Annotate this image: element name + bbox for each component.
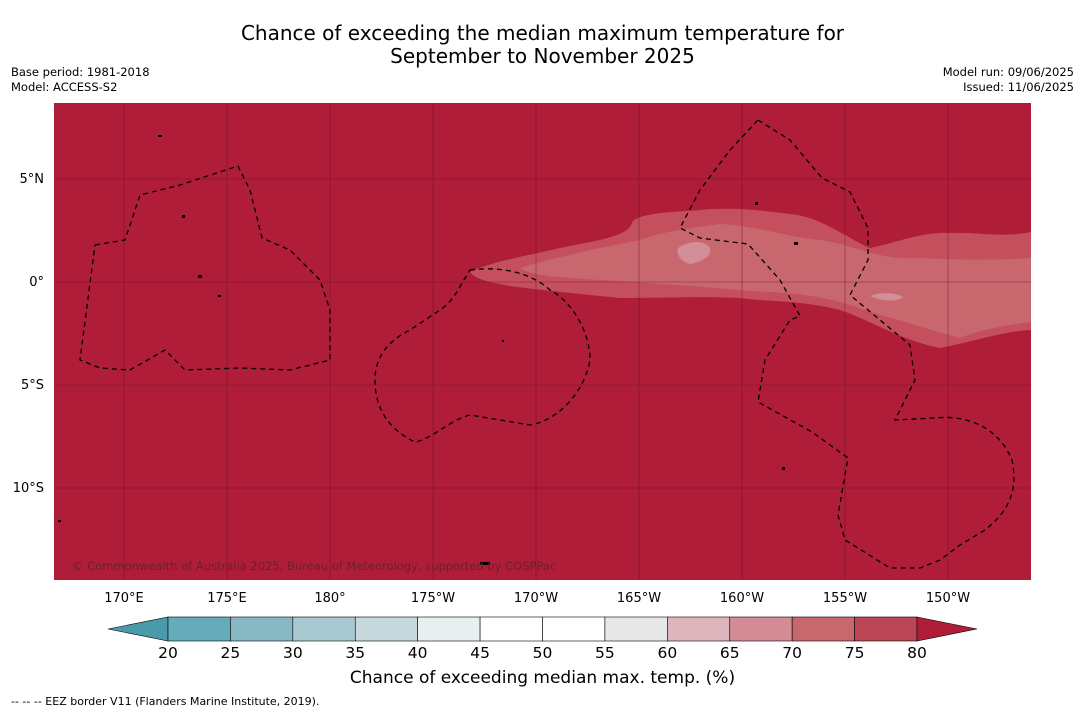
- colorbar-label: 30: [283, 644, 303, 662]
- island-marker: [198, 275, 202, 278]
- island-marker: [480, 562, 490, 565]
- lon-tick: 180°: [314, 591, 345, 606]
- title-line-2: September to November 2025: [390, 44, 695, 68]
- map-background: [54, 103, 1031, 580]
- lat-tick: 5°N: [20, 172, 45, 187]
- lon-tick: 150°W: [926, 591, 970, 606]
- colorbar-label: 20: [158, 644, 178, 662]
- colorbar-labels: 20 25 30 35 40 45 50 55 60 65 70 75 80: [158, 644, 927, 662]
- colorbar-segment: [791, 616, 855, 642]
- eez-border-kiribati-gilbert: [79, 165, 331, 371]
- latitude-ticks: 5°N 0° 5°S 10°S: [13, 172, 44, 496]
- title-line-1: Chance of exceeding the median maximum t…: [240, 21, 845, 45]
- colorbar-segments: [167, 616, 918, 642]
- island-marker: [782, 467, 785, 470]
- gridlines: [54, 103, 1031, 580]
- colorbar-segment: [542, 616, 606, 642]
- colorbar-label: 35: [345, 644, 365, 662]
- lon-tick: 160°W: [720, 591, 764, 606]
- map-title: Chance of exceeding the median maximum t…: [0, 22, 1085, 68]
- colorbar-label: 65: [720, 644, 740, 662]
- island-marker: [755, 202, 758, 205]
- colorbar-under-arrow: [107, 616, 169, 642]
- eez-border-line-islands: [679, 119, 1015, 569]
- longitude-ticks: 170°E 175°E 180° 175°W 170°W 165°W 160°W…: [104, 591, 970, 606]
- lon-tick: 155°W: [823, 591, 867, 606]
- lon-tick: 170°W: [514, 591, 558, 606]
- meta-left: Base period: 1981-2018 Model: ACCESS-S2: [11, 65, 150, 95]
- colorbar-segment: [292, 616, 356, 642]
- colorbar: 20 25 30 35 40 45 50 55 60 65 70 75 80: [107, 616, 978, 662]
- lat-tick: 10°S: [13, 481, 44, 496]
- colorbar-segment: [604, 616, 668, 642]
- model-name: Model: ACCESS-S2: [11, 80, 118, 94]
- meta-right: Model run: 09/06/2025 Issued: 11/06/2025: [943, 65, 1074, 95]
- colorbar-segment: [729, 616, 793, 642]
- island-marker: [158, 135, 162, 137]
- colorbar-segment: [167, 616, 231, 642]
- colorbar-label: 60: [657, 644, 677, 662]
- colorbar-label: 80: [907, 644, 927, 662]
- colorbar-label: 70: [782, 644, 802, 662]
- colorbar-label: 50: [533, 644, 553, 662]
- colorbar-over-arrow: [916, 616, 978, 642]
- colorbar-segment: [479, 616, 543, 642]
- colorbar-segment: [667, 616, 731, 642]
- island-marker: [794, 242, 798, 245]
- eez-borders: [79, 119, 1015, 569]
- lon-tick: 175°W: [411, 591, 455, 606]
- colorbar-label: 40: [408, 644, 428, 662]
- island-marker: [182, 215, 185, 218]
- colorbar-label: 45: [470, 644, 490, 662]
- lat-tick: 5°S: [21, 378, 44, 393]
- lat-tick: 0°: [29, 275, 44, 290]
- map-panel: © Commonwealth of Australia 2025, Bureau…: [54, 103, 1031, 580]
- colorbar-label: 55: [595, 644, 615, 662]
- lon-tick: 175°E: [207, 591, 247, 606]
- eez-border-tokelau-phoenix: [374, 268, 591, 443]
- lon-tick: 165°W: [617, 591, 661, 606]
- band-60-65: [677, 242, 711, 264]
- copyright-text: © Commonwealth of Australia 2025, Bureau…: [72, 559, 556, 573]
- colorbar-segment: [854, 616, 918, 642]
- colorbar-label: 75: [845, 644, 865, 662]
- band-65-70: [520, 224, 1031, 338]
- island-marker: [218, 295, 221, 297]
- colorbar-label: 25: [221, 644, 241, 662]
- model-run: Model run: 09/06/2025: [942, 65, 1074, 79]
- island-markers: [58, 135, 798, 565]
- island-marker: [502, 340, 504, 342]
- colorbar-segment: [354, 616, 418, 642]
- colorbar-title: Chance of exceeding median max. temp. (%…: [349, 668, 736, 688]
- eez-footnote: -- -- -- EEZ border V11 (Flanders Marine…: [11, 695, 320, 708]
- colorbar-segment: [230, 616, 294, 642]
- band-60-65-east: [870, 293, 903, 301]
- base-period: Base period: 1981-2018: [11, 65, 150, 79]
- colorbar-segment: [417, 616, 481, 642]
- issued-date: Issued: 11/06/2025: [963, 80, 1074, 94]
- lon-tick: 170°E: [104, 591, 144, 606]
- island-marker: [58, 520, 61, 522]
